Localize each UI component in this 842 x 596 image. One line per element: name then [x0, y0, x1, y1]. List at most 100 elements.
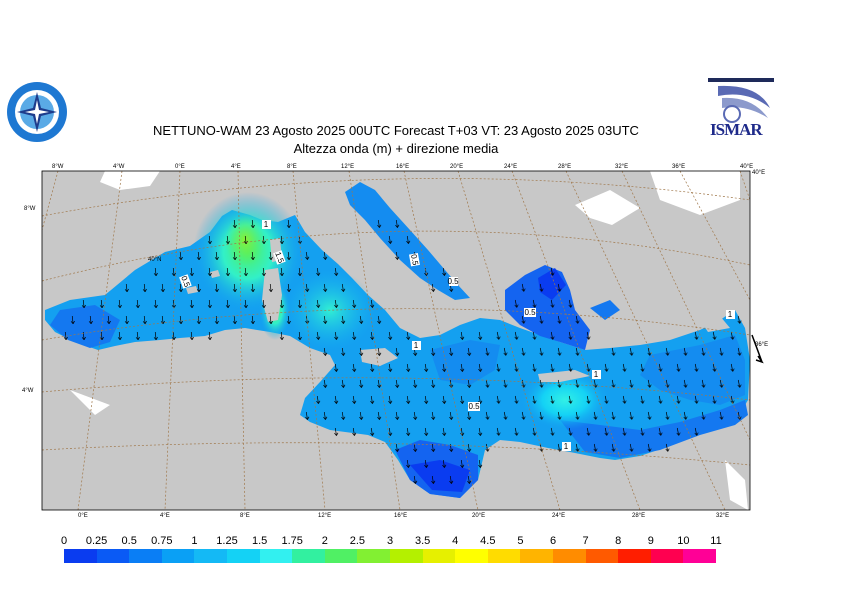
- direction-arrow: [359, 347, 362, 356]
- direction-arrow: [442, 363, 445, 372]
- top-tick-label: 28°E: [558, 164, 571, 170]
- direction-arrow: [521, 347, 525, 356]
- legend-color-swatch: [129, 549, 163, 563]
- direction-arrowhead-icon: [196, 256, 201, 261]
- direction-arrow: [89, 315, 92, 324]
- direction-arrowhead-icon: [676, 368, 681, 372]
- legend-value: 0.25: [85, 535, 108, 547]
- direction-arrowhead-icon: [449, 480, 454, 484]
- direction-arrow: [593, 443, 597, 452]
- direction-arrowhead-icon: [395, 224, 400, 228]
- top-axis-labels: 8°W 4°W 0°E 4°E 8°E 12°E 16°E 20°E 24°E …: [52, 164, 753, 170]
- direction-arrowhead-icon: [232, 288, 237, 293]
- direction-arrow: [460, 427, 463, 436]
- direction-arrowhead-icon: [225, 272, 230, 277]
- direction-arrowhead-icon: [647, 448, 652, 452]
- direction-arrow: [575, 347, 579, 356]
- direction-arrow: [341, 347, 344, 356]
- ismar-emblem-icon: [708, 78, 774, 123]
- direction-arrowhead-icon: [406, 368, 411, 372]
- legend-color-swatch: [618, 549, 652, 563]
- direction-arrowhead-icon: [647, 352, 652, 356]
- direction-arrowhead-icon: [683, 384, 688, 388]
- direction-arrow: [406, 331, 409, 340]
- direction-arrowhead-icon: [424, 464, 429, 468]
- direction-arrow: [125, 315, 128, 324]
- direction-arrowhead-icon: [207, 304, 212, 309]
- direction-arrow: [287, 251, 290, 260]
- direction-arrow: [550, 363, 554, 372]
- direction-arrowhead-icon: [370, 432, 375, 436]
- legend-color-swatch: [683, 549, 717, 563]
- direction-arrowhead-icon: [557, 320, 562, 324]
- direction-arrowhead-icon: [604, 432, 609, 436]
- direction-arrow: [730, 395, 734, 404]
- peak-wave-zone: [225, 214, 265, 266]
- direction-arrowhead-icon: [359, 352, 364, 356]
- direction-arrow: [334, 395, 337, 404]
- direction-arrow: [568, 395, 572, 404]
- legend-color-swatch: [292, 549, 326, 563]
- direction-arrow: [431, 475, 434, 484]
- direction-arrow: [334, 427, 337, 436]
- legend-color-swatch: [455, 549, 489, 563]
- direction-arrow: [341, 379, 344, 388]
- direction-arrowhead-icon: [196, 288, 201, 293]
- direction-arrowhead-icon: [532, 336, 537, 340]
- direction-arrow: [233, 219, 236, 228]
- legend-color-swatch: [422, 549, 456, 563]
- direction-arrowhead-icon: [316, 336, 321, 340]
- direction-arrowhead-icon: [460, 400, 465, 404]
- direction-arrow: [233, 283, 236, 292]
- direction-arrow: [197, 251, 200, 260]
- direction-arrow: [334, 299, 337, 308]
- direction-arrowhead-icon: [142, 320, 147, 325]
- northern-land-patch: [100, 171, 160, 190]
- direction-arrow: [532, 331, 536, 340]
- direction-arrowhead-icon: [478, 464, 483, 468]
- direction-arrow: [622, 427, 626, 436]
- direction-arrowhead-icon: [406, 400, 411, 404]
- bottom-tick-label: 32°E: [716, 513, 729, 519]
- direction-arrow: [431, 443, 434, 452]
- direction-arrow: [323, 379, 326, 388]
- direction-arrowhead-icon: [413, 352, 418, 356]
- top-tick-label: 8°W: [52, 164, 64, 170]
- legend-color-swatch: [259, 549, 293, 563]
- direction-arrow: [190, 267, 193, 276]
- contour-label: 1: [264, 220, 269, 229]
- direction-arrowhead-icon: [539, 288, 544, 292]
- contour-label: 1: [564, 442, 569, 451]
- direction-arrow: [514, 427, 518, 436]
- direction-arrow: [179, 315, 182, 324]
- islands: [186, 238, 730, 382]
- direction-arrow: [611, 347, 615, 356]
- direction-arrowhead-icon: [377, 416, 382, 420]
- direction-arrow: [298, 299, 301, 308]
- direction-arrowhead-icon: [124, 288, 129, 293]
- direction-arrowhead-icon: [370, 368, 375, 372]
- direction-arrow: [539, 379, 543, 388]
- direction-arrowhead-icon: [683, 352, 688, 356]
- direction-arrow: [251, 283, 254, 292]
- direction-arrow: [323, 283, 326, 292]
- direction-arrow: [143, 283, 146, 292]
- direction-arrow: [154, 267, 157, 276]
- top-tick-label: 12°E: [341, 164, 354, 170]
- direction-arrowhead-icon: [106, 320, 111, 325]
- direction-arrowhead-icon: [521, 416, 526, 420]
- direction-arrowhead-icon: [341, 384, 346, 388]
- direction-arrow: [395, 379, 398, 388]
- direction-arrow: [269, 315, 272, 324]
- direction-arrow: [539, 315, 543, 324]
- direction-arrow: [388, 427, 391, 436]
- direction-arrow: [388, 235, 391, 244]
- legend-color-swatch: [357, 549, 391, 563]
- north-arrow-icon: [751, 334, 764, 364]
- direction-arrowhead-icon: [622, 400, 627, 404]
- direction-arrow: [712, 363, 716, 372]
- direction-arrowhead-icon: [297, 336, 302, 341]
- direction-arrowhead-icon: [279, 240, 284, 245]
- direction-arrow: [478, 459, 481, 468]
- direction-arrow: [496, 363, 500, 372]
